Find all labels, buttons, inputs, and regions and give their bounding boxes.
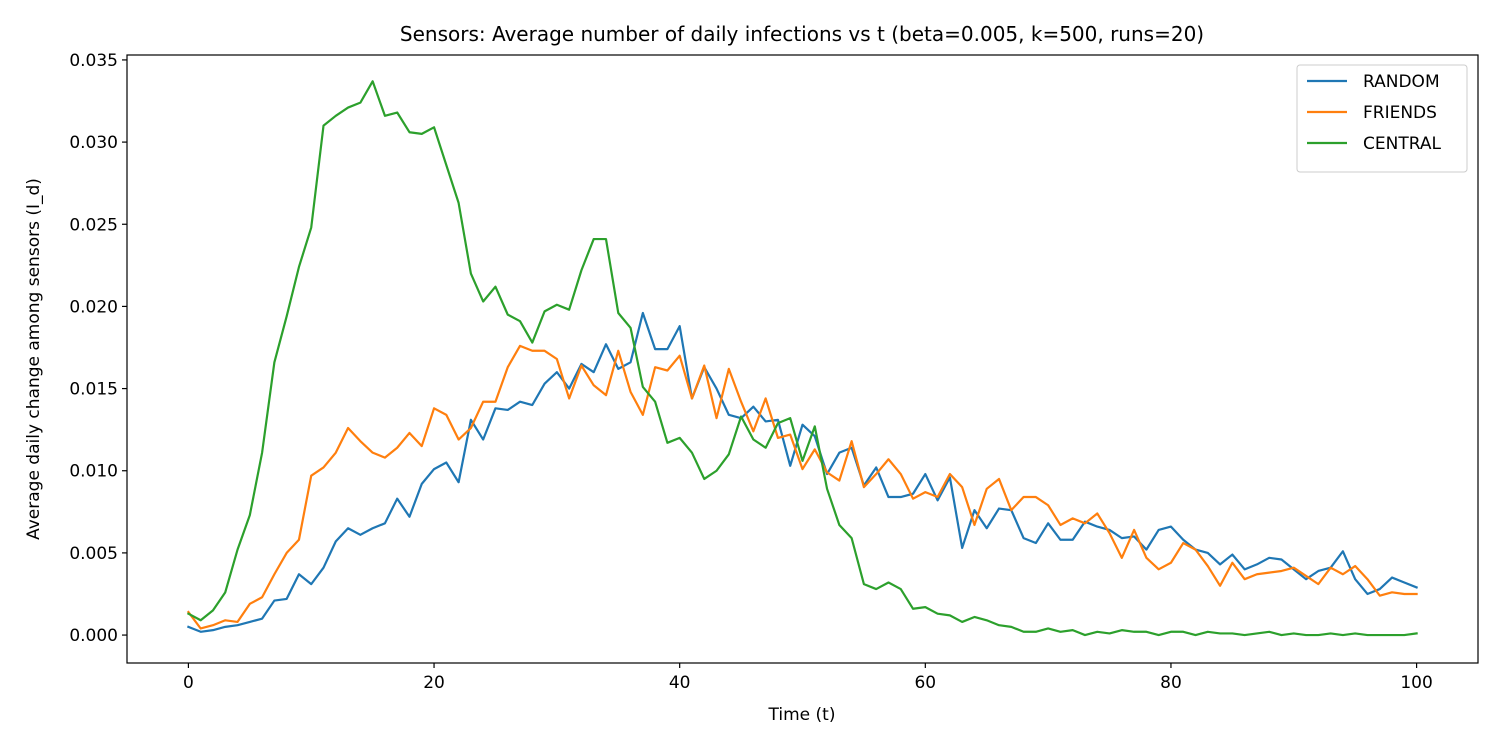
legend-box — [1296, 64, 1468, 173]
series-layer — [186, 80, 1419, 637]
y-tick-label: 0.020 — [69, 297, 118, 317]
y-tick-label: 0.000 — [69, 626, 118, 646]
series-line-central — [186, 80, 1418, 637]
legend-item-friends: FRIENDS — [1307, 103, 1437, 123]
x-axis: 0 20 40 60 80 100 — [183, 663, 1433, 693]
legend-label: CENTRAL — [1363, 134, 1441, 154]
axes-frame — [126, 54, 1479, 664]
series-line-random — [186, 311, 1419, 633]
legend-item-random: RANDOM — [1307, 72, 1440, 92]
y-tick-label: 0.005 — [69, 544, 118, 564]
y-tick-label: 0.035 — [69, 51, 118, 71]
chart-title: Sensors: Average number of daily infecti… — [400, 22, 1204, 46]
plot-area — [126, 54, 1479, 664]
x-tick-label: 80 — [1160, 673, 1182, 693]
x-tick-label: 40 — [669, 673, 691, 693]
legend-label: FRIENDS — [1363, 103, 1437, 123]
y-tick-label: 0.030 — [69, 133, 118, 153]
legend-label: RANDOM — [1363, 72, 1440, 92]
x-axis-label: Time (t) — [768, 705, 836, 725]
y-tick-label: 0.010 — [69, 462, 118, 482]
legend-item-central: CENTRAL — [1307, 134, 1441, 154]
y-tick-label: 0.025 — [69, 215, 118, 235]
x-tick-label: 0 — [183, 673, 194, 693]
y-axis-label: Average daily change among sensors (I_d) — [24, 178, 44, 540]
series-line-friends — [186, 344, 1418, 630]
x-tick-label: 100 — [1400, 673, 1432, 693]
y-axis: 0.000 0.005 0.010 0.015 0.020 0.025 0.030 0.035 — [69, 51, 127, 646]
x-tick-label: 20 — [423, 673, 445, 693]
x-tick-label: 60 — [914, 673, 936, 693]
y-tick-label: 0.015 — [69, 380, 118, 400]
legend: RANDOM FRIENDS CENTRAL — [1296, 64, 1468, 173]
